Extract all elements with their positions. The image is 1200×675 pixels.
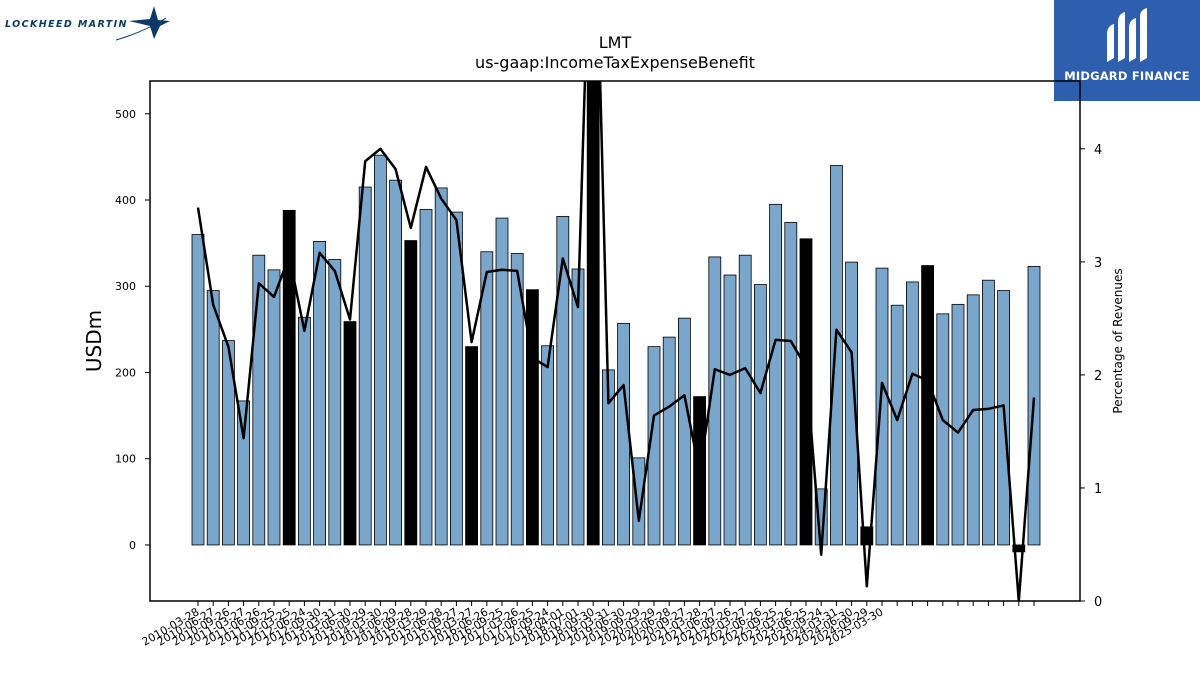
bar-12 (373, 154, 387, 546)
bar-4 (252, 254, 266, 546)
bar-10 (343, 321, 357, 546)
bar-3 (237, 400, 251, 546)
bar-14 (404, 240, 418, 546)
percentage-of-revenues-line (196, 81, 1036, 601)
bar-15 (419, 209, 433, 546)
bar-45 (875, 267, 889, 546)
y-tick-label-200: 200 (115, 366, 136, 379)
bar-25 (571, 268, 585, 546)
bar-21 (510, 253, 524, 546)
bar-36 (738, 254, 752, 546)
x-axis: 2010-03-282010-06-272010-09-262011-03-27… (140, 601, 1035, 649)
bar-5 (267, 269, 281, 546)
bar-19 (480, 251, 494, 546)
bar-series (191, 81, 1041, 553)
bar-0 (191, 234, 205, 546)
bar-23 (541, 345, 554, 546)
y2-tick-label-4: 4 (1094, 143, 1102, 158)
bar-35 (723, 274, 737, 546)
bar-54 (1012, 544, 1026, 553)
bar-11 (358, 186, 372, 546)
y-tick-label-300: 300 (115, 280, 136, 293)
y2-axis-label: Percentage of Revenues (1111, 268, 1125, 413)
bar-24 (556, 215, 570, 546)
bar-2 (221, 340, 235, 546)
y2-tick-label-1: 1 (1094, 482, 1102, 497)
bar-43 (845, 261, 858, 546)
midgard-finance-logo-text: MIDGARD FINANCE (1064, 69, 1190, 83)
y-tick-label-0: 0 (129, 539, 136, 552)
bar-30 (647, 346, 661, 546)
bar-40 (799, 238, 813, 546)
bar-51 (966, 294, 980, 546)
bar-34 (708, 256, 722, 546)
y-axis-label: USDm (82, 310, 106, 372)
bar-13 (389, 179, 403, 546)
bar-1 (206, 290, 220, 546)
bar-49 (936, 313, 950, 546)
bar-9 (328, 259, 342, 546)
bar-16 (434, 187, 448, 546)
bar-47 (906, 281, 919, 546)
midgard-mark-icon (1107, 8, 1147, 62)
y2-tick-label-0: 0 (1094, 595, 1102, 610)
bar-29 (632, 457, 646, 546)
plot-frame (149, 80, 1081, 602)
y2-tick-label-2: 2 (1094, 369, 1102, 384)
y-tick-label-500: 500 (115, 108, 136, 121)
chart-subtitle: us-gaap:IncomeTaxExpenseBenefit (475, 53, 755, 72)
lockheed-martin-logo-text: LOCKHEED MARTIN (5, 19, 128, 30)
left-y-axis: 0 100 200 300 400 500 (115, 108, 150, 552)
bar-8 (313, 240, 327, 546)
bar-52 (982, 279, 995, 546)
bar-38 (769, 203, 782, 546)
chart-title: LMT (599, 33, 632, 52)
bar-7 (297, 316, 311, 546)
right-y-axis: 0 1 2 3 4 (1080, 143, 1102, 610)
bar-28 (617, 322, 630, 546)
y-tick-label-400: 400 (115, 194, 136, 207)
bar-32 (678, 317, 691, 546)
bar-46 (890, 304, 904, 546)
bar-37 (754, 284, 767, 546)
bar-17 (449, 211, 463, 546)
bar-26 (586, 81, 600, 546)
y-tick-label-100: 100 (115, 453, 136, 466)
bar-31 (662, 336, 676, 546)
lockheed-martin-logo: LOCKHEED MARTIN (4, 4, 174, 44)
bar-20 (495, 217, 509, 546)
bar-18 (465, 346, 479, 546)
star-icon (115, 6, 170, 41)
midgard-finance-logo: MIDGARD FINANCE (1054, 0, 1200, 101)
bar-39 (784, 222, 798, 546)
bar-22 (526, 289, 539, 546)
bar-48 (921, 265, 934, 546)
y2-tick-label-3: 3 (1094, 256, 1102, 271)
bar-42 (830, 165, 843, 546)
bar-6 (282, 209, 296, 546)
